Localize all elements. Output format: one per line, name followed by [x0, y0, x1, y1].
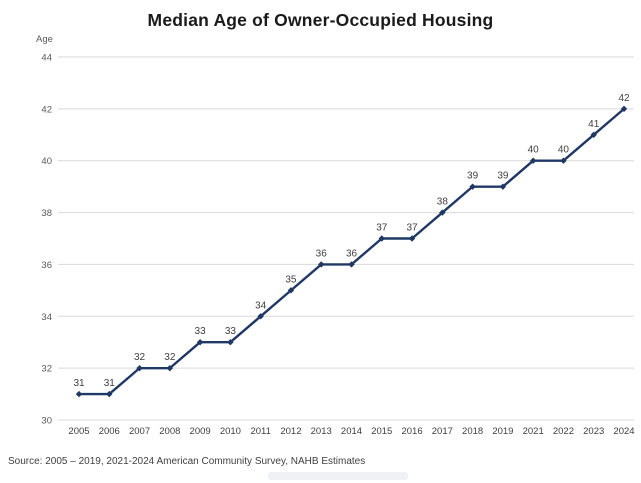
y-tick-label: 30	[41, 416, 52, 427]
data-point-marker	[560, 157, 567, 164]
data-point-label: 37	[406, 223, 418, 234]
data-point-marker	[106, 390, 113, 398]
x-tick-label: 2012	[280, 426, 301, 437]
data-point-marker	[469, 183, 476, 190]
y-tick-label: 38	[41, 208, 52, 219]
x-tick-label: 2021	[523, 426, 544, 437]
data-point-marker	[257, 313, 264, 320]
data-point-label: 39	[497, 171, 509, 182]
x-tick-label: 2024	[613, 426, 634, 437]
data-point-label: 34	[255, 300, 267, 311]
x-tick-label: 2014	[341, 426, 362, 437]
x-tick-label: 2010	[220, 426, 241, 437]
data-point-marker	[378, 235, 385, 242]
data-point-label: 41	[588, 119, 600, 130]
x-tick-label: 2006	[99, 426, 120, 437]
x-tick-label: 2008	[159, 426, 180, 437]
data-point-marker	[408, 235, 416, 242]
x-tick-label: 2009	[190, 426, 211, 437]
x-tick-label: 2018	[462, 426, 483, 437]
data-point-label: 40	[558, 145, 570, 156]
data-point-label: 36	[346, 248, 358, 259]
x-tick-label: 2013	[311, 426, 332, 437]
data-point-label: 40	[528, 145, 540, 156]
y-axis-title: Age	[36, 34, 53, 45]
x-tick-label: 2023	[583, 426, 604, 437]
data-point-label: 35	[285, 274, 297, 285]
data-point-label: 42	[618, 93, 630, 104]
x-tick-label: 2019	[492, 426, 513, 437]
data-point-label: 36	[316, 248, 328, 259]
data-point-marker	[529, 157, 537, 164]
x-tick-label: 2022	[553, 426, 574, 437]
data-point-label: 33	[225, 326, 237, 337]
data-point-marker	[75, 390, 83, 398]
data-point-label: 32	[164, 352, 176, 363]
data-point-label: 31	[73, 378, 85, 389]
data-point-marker	[196, 339, 204, 346]
data-point-marker	[136, 364, 143, 372]
data-point-label: 37	[376, 223, 388, 234]
data-point-marker	[166, 364, 174, 372]
x-tick-label: 2015	[371, 426, 392, 437]
data-point-marker	[499, 183, 507, 190]
data-point-marker	[318, 261, 325, 268]
y-tick-label: 32	[41, 364, 52, 375]
data-point-marker	[620, 105, 628, 113]
data-point-label: 39	[467, 171, 479, 182]
data-point-marker	[590, 131, 597, 138]
data-point-label: 33	[195, 326, 207, 337]
data-point-marker	[227, 339, 234, 346]
data-point-marker	[439, 209, 446, 216]
data-point-marker	[287, 287, 295, 294]
x-tick-label: 2011	[250, 426, 270, 437]
y-tick-label: 36	[41, 260, 52, 271]
x-tick-label: 2005	[68, 426, 89, 437]
data-point-label: 38	[437, 197, 449, 208]
y-tick-label: 44	[41, 53, 52, 64]
x-tick-label: 2016	[401, 426, 422, 437]
y-tick-label: 42	[41, 104, 52, 115]
data-point-marker	[348, 261, 355, 268]
x-tick-label: 2007	[129, 426, 150, 437]
y-tick-label: 40	[41, 156, 52, 167]
data-point-label: 32	[134, 352, 146, 363]
x-tick-label: 2017	[432, 426, 453, 437]
source-note: Source: 2005 – 2019, 2021-2024 American …	[8, 456, 366, 467]
data-point-label: 31	[104, 378, 116, 389]
y-tick-label: 34	[41, 312, 52, 323]
compression-smudge	[268, 472, 408, 480]
chart-title: Median Age of Owner-Occupied Housing	[147, 10, 494, 30]
